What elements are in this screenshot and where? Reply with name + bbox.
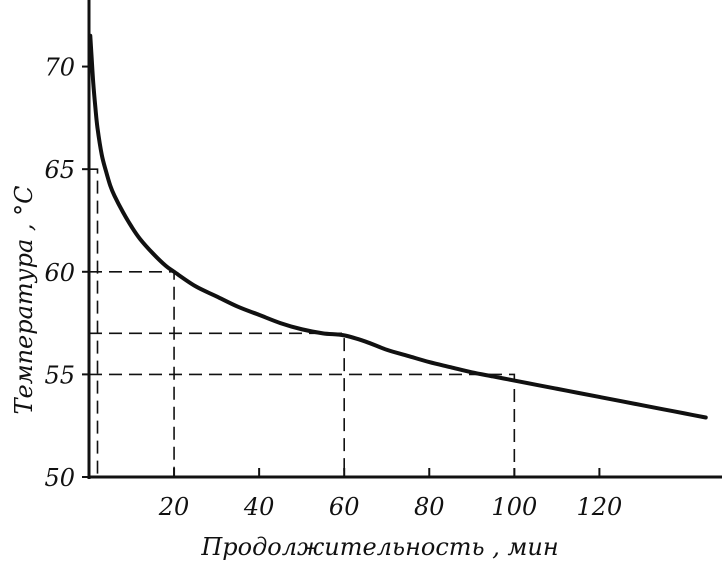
- y-tick-label-55: 55: [44, 361, 75, 389]
- tick-labels: 50 55 60 65 70 20 40 60 80 100 120: [44, 54, 622, 521]
- x-tick-label-60: 60: [329, 493, 360, 521]
- dashed-guides: [89, 168, 516, 477]
- x-tick-label-20: 20: [158, 493, 190, 521]
- x-tick-label-40: 40: [243, 493, 275, 521]
- temperature-curve: [88, 33, 708, 420]
- y-axis-label: Температура , °С: [10, 185, 38, 414]
- guide-line-1: [89, 168, 99, 477]
- guide-line-3: [89, 332, 345, 477]
- x-tick-label-80: 80: [414, 493, 445, 521]
- y-tick-label-70: 70: [44, 54, 75, 82]
- x-tick-label-120: 120: [576, 493, 622, 521]
- x-axis-label: Продолжительность , мин: [200, 533, 558, 561]
- y-tick-label-60: 60: [44, 259, 75, 287]
- y-tick-label-65: 65: [44, 156, 75, 184]
- x-tick-label-100: 100: [491, 493, 537, 521]
- guide-line-4: [89, 373, 516, 477]
- axis-ticks: [82, 65, 601, 478]
- y-tick-label-50: 50: [44, 464, 75, 492]
